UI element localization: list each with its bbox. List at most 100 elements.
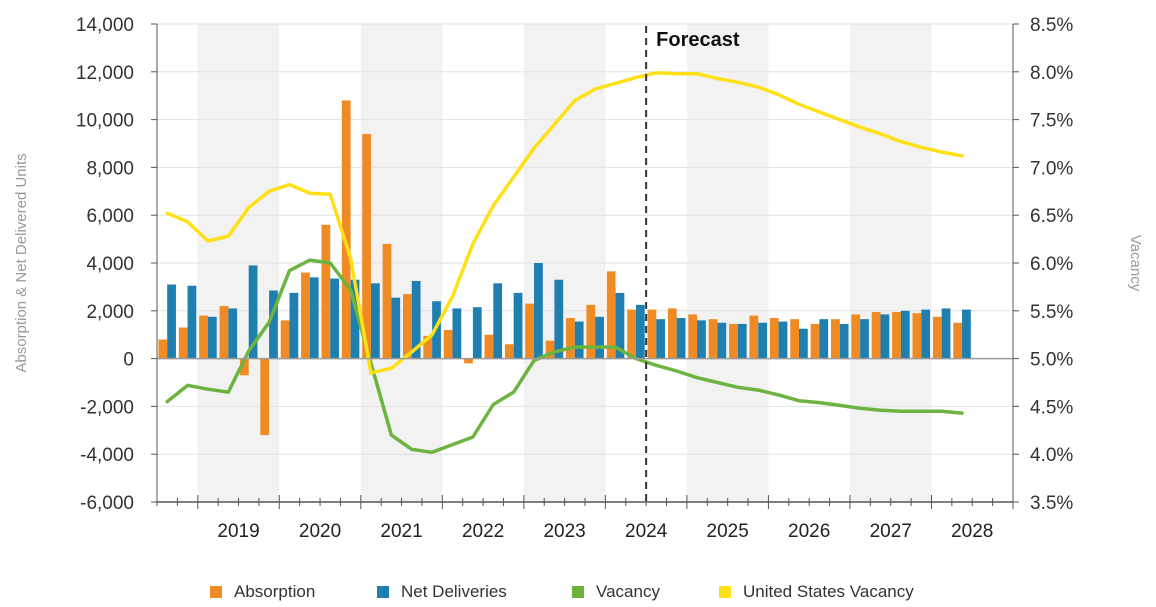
net-deliveries-bar	[839, 323, 849, 359]
absorption-bar	[199, 315, 208, 359]
y-right-tick-label: 5.5%	[1030, 302, 1073, 323]
absorption-bar	[810, 323, 820, 359]
y-left-tick-label: 12,000	[76, 63, 134, 84]
forecast-marker: Forecast	[645, 26, 740, 502]
net-deliveries-bar	[900, 310, 910, 359]
chart: 14,000 12,000 10,000 8,000 6,000 4,000 2,000 0 -…	[13, 15, 1144, 542]
net-deliveries-bar	[534, 263, 543, 359]
legend-swatch	[210, 586, 222, 598]
absorption-bar	[667, 308, 677, 359]
x-year-label: 2021	[380, 521, 422, 542]
absorption-bar	[362, 133, 371, 359]
net-deliveries-bar	[962, 309, 971, 359]
vacancy-line	[165, 258, 964, 455]
absorption-bar	[851, 314, 861, 359]
net-deliveries-bar	[941, 308, 951, 359]
y-left-tick-label: 6,000	[86, 206, 134, 227]
absorption-bar	[729, 323, 738, 359]
y-right-tick-label: 5.0%	[1030, 350, 1073, 371]
y-right-tick-label: 4.5%	[1030, 397, 1073, 418]
axes	[151, 23, 1019, 509]
absorption-bar	[871, 311, 881, 359]
net-deliveries-bar	[676, 317, 686, 359]
gridlines	[157, 23, 1013, 455]
absorption-bar	[892, 311, 901, 359]
x-year-label: 2023	[543, 521, 585, 542]
absorption-bar	[749, 315, 759, 359]
y-right-tick-label: 7.5%	[1030, 111, 1073, 132]
y-right-tick-label: 8.0%	[1030, 63, 1073, 84]
x-year-label: 2024	[625, 521, 668, 542]
net-deliveries-bar	[269, 290, 278, 359]
net-deliveries-bar	[737, 323, 747, 359]
y-left-tick-label: -2,000	[80, 397, 134, 418]
net-deliveries-bar	[574, 321, 584, 359]
net-deliveries-bar	[921, 309, 931, 359]
absorption-bar	[545, 340, 555, 359]
x-year-label: 2022	[462, 521, 504, 542]
net-deliveries-bar	[330, 278, 340, 359]
net-deliveries-bar	[717, 322, 727, 359]
absorption-bar	[769, 317, 779, 359]
net-deliveries-bar	[615, 292, 625, 359]
net-deliveries-bar	[187, 285, 197, 359]
absorption-bar	[566, 317, 575, 359]
net-deliveries-bar	[554, 279, 564, 359]
absorption-bar	[443, 329, 453, 359]
absorption-bar	[708, 319, 718, 359]
x-year-label: 2027	[870, 521, 912, 542]
y-left-tick-label: 4,000	[86, 254, 134, 275]
absorption-bar	[239, 358, 249, 376]
absorption-bar	[423, 335, 433, 359]
y-left-tick-label: 10,000	[76, 111, 134, 132]
united-states-vacancy-line	[165, 71, 964, 375]
legend-label: United States Vacancy	[743, 582, 914, 601]
net-deliveries-bar	[167, 284, 176, 359]
absorption-bar	[178, 327, 188, 359]
legend-swatch	[377, 586, 389, 598]
net-deliveries-bar	[513, 292, 523, 359]
x-year-label: 2028	[951, 521, 993, 542]
net-deliveries-bar	[493, 283, 503, 359]
absorption-bar	[504, 344, 514, 359]
legend: Absorption Net Deliveries Vacancy United St…	[0, 580, 1156, 606]
absorption-bar	[402, 294, 412, 359]
legend-item-absorption: Absorption	[210, 580, 315, 604]
net-deliveries-bar	[595, 316, 604, 359]
legend-label: Absorption	[234, 582, 316, 601]
bar-series	[158, 100, 971, 436]
y-left-tick-label: 2,000	[86, 302, 134, 323]
absorption-bar	[219, 306, 229, 359]
net-deliveries-bar	[880, 314, 890, 359]
absorption-bar	[932, 316, 942, 359]
y-right-tick-label: 6.0%	[1030, 254, 1073, 275]
y-right-axis-title: Vacancy	[1127, 235, 1144, 292]
y-right-tick-label: 3.5%	[1030, 493, 1073, 514]
net-deliveries-bar	[228, 308, 238, 359]
y-left-tick-label: 14,000	[76, 15, 134, 36]
net-deliveries-bar	[289, 292, 299, 359]
absorption-bar	[790, 319, 799, 359]
absorption-bar	[301, 272, 310, 359]
x-year-label: 2019	[217, 521, 259, 542]
net-deliveries-bar	[778, 321, 788, 359]
absorption-bar	[464, 358, 473, 364]
absorption-bar	[158, 339, 168, 359]
y-right-tick-label: 7.0%	[1030, 158, 1073, 179]
net-deliveries-bar	[248, 265, 258, 359]
y-left-axis-title: Absorption & Net Delivered Units	[13, 153, 30, 372]
absorption-bar	[647, 309, 657, 359]
net-deliveries-bar	[860, 319, 869, 359]
axis-labels: 14,000 12,000 10,000 8,000 6,000 4,000 2,000 0 -…	[13, 15, 1144, 542]
x-year-label: 2026	[788, 521, 830, 542]
net-deliveries-bar	[452, 308, 462, 359]
y-left-tick-label: -4,000	[80, 445, 134, 466]
absorption-bar	[280, 320, 290, 359]
absorption-bar	[912, 313, 922, 359]
absorption-bar	[830, 319, 840, 359]
y-left-tick-label: 8,000	[86, 158, 134, 179]
y-right-tick-label: 6.5%	[1030, 206, 1073, 227]
x-year-label: 2020	[299, 521, 341, 542]
forecast-label: Forecast	[656, 29, 740, 51]
net-deliveries-bar	[656, 319, 666, 359]
